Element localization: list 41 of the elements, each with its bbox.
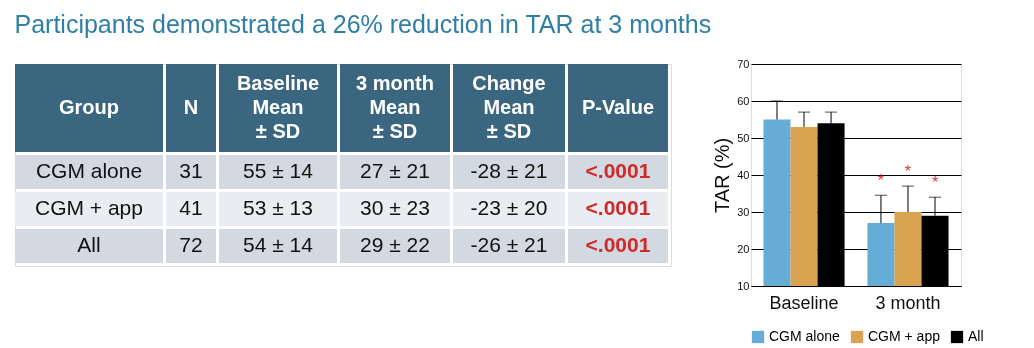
text: CGM alone (35, 159, 143, 182)
data-label: * (877, 172, 885, 190)
data-label: * (904, 163, 912, 181)
text: -28 ± 21 (470, 159, 548, 182)
text: Participants demonstrated a 26% reduction in TAR at 3 months (14, 9, 712, 38)
text: -26 ± 21 (470, 233, 548, 256)
text: <.0001 (585, 233, 651, 256)
y-tick-label: 10 (737, 279, 750, 292)
text: 31 (179, 159, 203, 182)
legend-label: All (968, 328, 984, 344)
y-tick-label: 30 (737, 205, 750, 218)
x-tick-label: Baseline (769, 292, 839, 313)
text: 53 ± 13 (243, 196, 313, 219)
y-tick-label: 40 (737, 168, 750, 181)
text: 27 ± 21 (360, 159, 430, 182)
legend-label: CGM + app (868, 328, 941, 344)
text: 3 month Mean ± SD (356, 72, 434, 142)
y-tick-label: 60 (737, 94, 750, 107)
y-axis-title: TAR (%) (711, 137, 734, 214)
text: 41 (179, 196, 203, 219)
text: All (77, 233, 101, 256)
text: 54 ± 14 (243, 233, 314, 256)
y-tick-label: 70 (737, 57, 750, 70)
text: -23 ± 20 (470, 196, 548, 219)
text: 29 ± 22 (360, 233, 430, 256)
text: 55 ± 14 (243, 159, 314, 182)
text: N (183, 96, 199, 118)
text: P-Value (581, 96, 655, 118)
data-label: * (931, 174, 939, 192)
text: <.0001 (585, 159, 651, 182)
x-tick-label: 3 month (875, 292, 941, 313)
text: CGM + app (35, 196, 143, 219)
text: Change Mean ± SD (472, 72, 546, 142)
text: Group (59, 96, 119, 118)
text: <.0001 (585, 196, 651, 219)
legend-label: CGM alone (769, 328, 841, 344)
text: 30 ± 23 (360, 196, 430, 219)
y-tick-label: 50 (737, 131, 750, 144)
text: 72 (179, 233, 203, 256)
y-tick-label: 20 (737, 242, 750, 255)
text: Baseline Mean ± SD (236, 72, 320, 142)
